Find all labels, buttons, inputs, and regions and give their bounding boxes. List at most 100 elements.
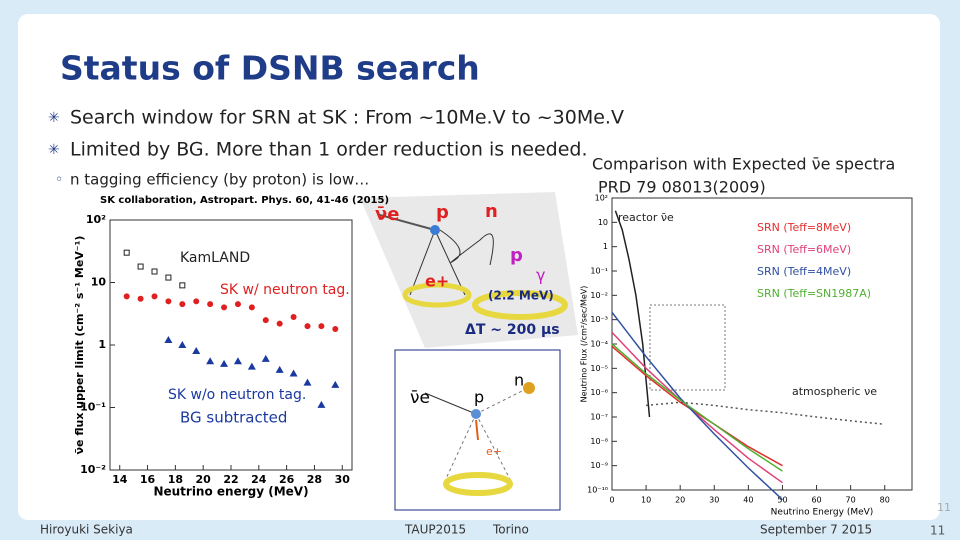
y-tick-label: 10⁻² [80,463,106,476]
y-tick-label: 10² [86,213,106,226]
y-tick-label: 10⁻⁶ [590,388,608,397]
y-axis-label: ν̄e flux upper limit (cm⁻² s⁻¹ MeV⁻¹) [73,236,86,455]
bullet-icon: ✳ [48,142,60,158]
series-line [614,210,651,418]
point [192,347,201,355]
diagram-bg [360,192,578,348]
point [165,298,172,305]
point [262,317,269,324]
y-tick-label: 10⁻² [590,291,608,300]
y-tick-label: 10⁻⁹ [590,461,608,470]
caption: Comparison with Expected ν̄e spectra [592,155,895,174]
inset-box [649,304,726,391]
point [275,365,284,373]
page-mark: 11 [937,501,951,514]
diagram-line [434,229,466,296]
x-tick-label: 30 [709,496,719,505]
diagram-label: p [436,202,449,223]
point [151,293,158,300]
legend-label: SRN (Teff=8MeV) [757,221,851,234]
point [248,304,255,311]
point [179,282,186,289]
legend-label: KamLAND [180,250,250,266]
diagram-label: ΔT ~ 200 μs [465,322,560,338]
diagram-label: n [485,201,498,222]
series-line [611,311,784,501]
diagram-label: ν̄e [410,388,430,408]
point [221,304,228,311]
series-line [611,331,783,484]
point [220,359,229,367]
bullet: Search window for SRN at SK : From ~10Me… [70,107,624,129]
point [303,378,312,386]
x-tick-label: 80 [880,496,890,505]
diagram-arrow [475,419,479,441]
diagram-ring [472,290,568,320]
point [247,362,256,370]
bullet-icon: ✳ [48,110,60,126]
title: Status of DSNB search [60,49,480,88]
point [207,301,214,308]
diagram-label: p [474,388,484,407]
diagram-label: γ [536,266,545,285]
point [261,354,270,362]
x-tick-label: 14 [112,473,128,486]
point [137,295,144,302]
bullet-icon: ◦ [55,172,63,188]
x-tick-label: 28 [307,473,322,486]
page-number: 11 [930,524,945,538]
x-tick-label: 10 [641,496,651,505]
point [178,341,187,348]
diagram-particle [523,382,535,394]
y-tick-label: 10⁻¹ [80,401,106,414]
y-tick-label: 10⁻⁷ [590,413,608,422]
y-tick-label: 10² [595,194,608,203]
point [137,263,144,270]
y-tick-label: 1 [98,338,106,351]
diagram-label: e+ [425,272,449,291]
y-tick-label: 10⁻⁸ [590,437,608,446]
diagram-particle [471,409,481,419]
legend-label: SRN (Teff=4MeV) [757,265,851,278]
x-tick-label: 30 [335,473,351,486]
point [289,369,298,377]
point [317,400,326,408]
legend-label: SRN (Teff=6MeV) [757,243,851,256]
diagram-line [424,392,477,415]
diagram-line [443,413,477,484]
point [233,357,242,365]
diagram-particle [430,225,440,235]
legend-label: SK w/o neutron tag. [168,387,306,403]
diagram-line [379,214,436,231]
point [332,326,339,333]
point [290,314,297,321]
diagram-line [409,229,436,296]
x-tick-label: 16 [140,473,156,486]
footer-place: Torino [492,523,529,537]
y-axis-label: Neutrino Flux (/cm²/sec/MeV) [580,286,589,403]
y-tick-label: 10 [91,276,107,289]
point [318,323,325,330]
y-tick-label: 10 [598,218,608,227]
diagram-label: (2.2 MeV) [488,289,554,303]
annotation: BG subtracted [180,409,287,427]
x-axis-label: Neutrino energy (MeV) [153,485,308,499]
point [164,336,173,344]
bullet: Limited by BG. More than 1 order reducti… [70,139,587,161]
x-axis-label: Neutrino Energy (MeV) [771,508,874,518]
point [165,274,172,281]
point [123,293,130,300]
diagram-line [475,413,513,484]
legend-label: reactor ν̄e [618,211,674,224]
legend-label: SK w/ neutron tag. [220,282,350,298]
y-tick-label: 10⁻¹⁰ [587,486,608,495]
diagram-label: e+ [486,445,502,458]
point [206,357,215,365]
legend-label: SRN (Teff=SN1987A) [757,287,871,300]
x-tick-label: 40 [743,496,753,505]
diagram-label: p [510,245,523,266]
y-tick-label: 10⁻⁵ [590,364,608,373]
y-tick-label: 10⁻³ [590,315,608,324]
diagram-label: n [514,371,524,390]
series-line [611,343,783,472]
